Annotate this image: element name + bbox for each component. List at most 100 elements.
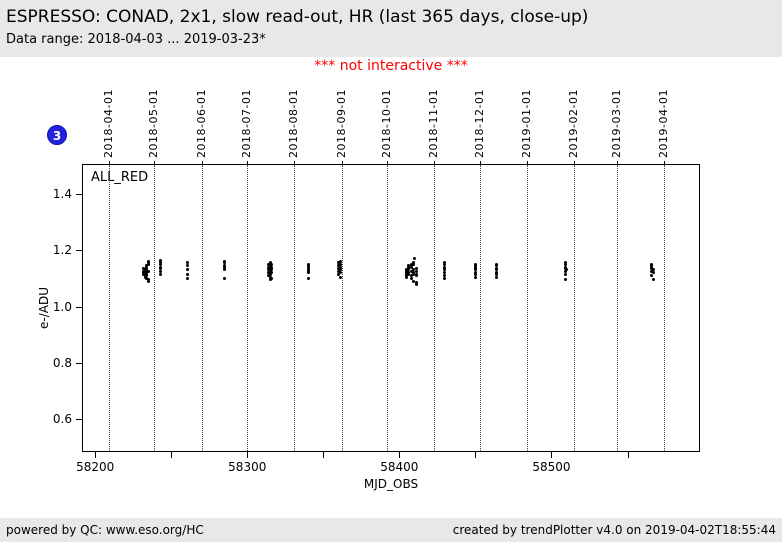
plot-area: ALL_RED e-/ADU MJD_OBS 2018-04-01 2018-05… (37, 89, 700, 491)
top-axis-date-label: 2019-04-01 (657, 89, 671, 158)
data-point (495, 272, 499, 276)
data-point (145, 276, 149, 280)
data-point (270, 265, 274, 269)
data-point (268, 261, 272, 265)
data-point (338, 271, 342, 275)
top-axis-date-label: 2018-08-01 (287, 89, 301, 158)
y-axis-tick (76, 419, 83, 421)
data-point (268, 267, 272, 271)
top-axis-date-label: 2019-02-01 (567, 89, 581, 158)
top-axis-date-label: 2018-10-01 (380, 89, 394, 158)
data-point (146, 262, 150, 266)
x-axis-tick (627, 451, 629, 458)
month-gridline (574, 165, 576, 451)
data-point (406, 268, 410, 272)
data-point (145, 274, 149, 278)
month-gridline (527, 165, 529, 451)
top-axis-date-label: 2019-03-01 (609, 89, 623, 158)
top-axis-tick (247, 161, 249, 165)
data-point (337, 267, 341, 271)
x-axis-tick (323, 451, 325, 458)
y-axis-tick (76, 193, 83, 195)
data-point (443, 276, 447, 280)
data-point (563, 269, 567, 273)
data-point (270, 268, 274, 272)
data-point (495, 268, 499, 272)
footer-band: powered by QC: www.eso.org/HC created by… (0, 518, 782, 542)
data-point (651, 271, 655, 275)
month-gridline (247, 165, 249, 451)
data-point (414, 269, 418, 273)
data-point (186, 276, 190, 280)
x-axis-label: MJD_OBS (363, 477, 419, 491)
footer-credit-right: created by trendPlotter v4.0 on 2019-04-… (452, 523, 776, 537)
data-point (268, 269, 272, 273)
data-point (650, 269, 654, 273)
data-point (473, 268, 477, 272)
data-point (337, 272, 341, 276)
y-axis-tick (76, 362, 83, 364)
top-axis-date-label: 2018-11-01 (427, 89, 441, 158)
top-axis-tick (527, 161, 529, 165)
data-point (186, 264, 190, 268)
top-axis-tick (201, 161, 203, 165)
data-point (222, 276, 226, 280)
data-point (338, 260, 342, 264)
data-point (473, 275, 477, 279)
data-point (159, 267, 163, 271)
top-axis-date-label: 2019-01-01 (520, 89, 534, 158)
y-axis-label: e-/ADU (37, 287, 51, 329)
data-point (338, 268, 342, 272)
data-point (222, 265, 226, 269)
data-point (405, 275, 409, 279)
data-point (443, 271, 447, 275)
data-point (651, 268, 655, 272)
x-axis-tick (171, 451, 173, 458)
data-point (650, 274, 654, 278)
data-point (270, 271, 274, 275)
month-gridline (664, 165, 666, 451)
data-point (268, 264, 272, 268)
data-point (563, 267, 567, 271)
top-axis-tick (108, 161, 110, 165)
data-point (443, 262, 447, 266)
x-axis-tick (95, 451, 97, 458)
x-axis-tick (475, 451, 477, 458)
month-gridline (479, 165, 481, 451)
data-point (222, 268, 226, 272)
y-axis-tick (76, 306, 83, 308)
top-axis-tick (387, 161, 389, 165)
month-gridline (108, 165, 110, 451)
top-axis-date-label: 2018-09-01 (334, 89, 348, 158)
data-point (159, 262, 163, 266)
data-point (270, 262, 274, 266)
data-point (337, 269, 341, 273)
data-point (186, 268, 190, 272)
not-interactive-notice: *** not interactive *** (314, 58, 468, 74)
data-point (414, 274, 418, 278)
data-point (406, 272, 410, 276)
y-tick-label: 1.0 (52, 299, 72, 314)
series-legend-label: ALL_RED (91, 170, 149, 185)
page-title: ESPRESSO: CONAD, 2x1, slow read-out, HR … (6, 7, 589, 27)
data-point (146, 279, 150, 283)
top-axis-tick (341, 161, 343, 165)
data-point (267, 268, 271, 272)
data-point (145, 268, 149, 272)
data-point (142, 272, 146, 276)
top-axis-date-label: 2018-05-01 (147, 89, 161, 158)
data-point (222, 261, 226, 265)
x-axis-tick (247, 451, 249, 458)
data-point (414, 267, 418, 271)
data-point (411, 279, 415, 283)
x-tick-label: 58300 (228, 460, 267, 474)
top-axis-tick (294, 161, 296, 165)
y-tick-label: 0.8 (52, 355, 72, 370)
x-tick-label: 58500 (532, 460, 571, 474)
data-point (443, 265, 447, 269)
data-point (159, 269, 163, 273)
month-gridline (154, 165, 156, 451)
y-tick-label: 1.2 (52, 243, 72, 258)
data-point (267, 265, 271, 269)
